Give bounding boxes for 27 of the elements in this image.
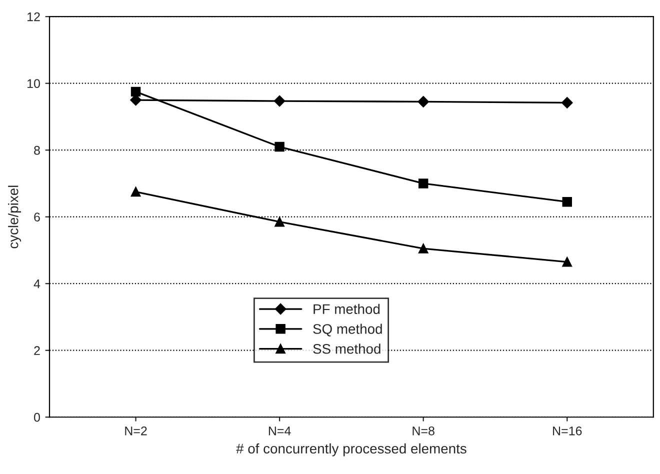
y-tick-label: 10 [28, 79, 40, 88]
point [418, 96, 429, 108]
point [130, 86, 141, 97]
point [274, 95, 286, 107]
legend-label: SS method [313, 344, 380, 354]
y-tick-label: 12 [28, 12, 40, 22]
point [274, 217, 284, 227]
legend-label: SQ method [313, 324, 382, 336]
x-axis-title: # of concurrently processed elements [236, 443, 466, 456]
point [130, 186, 141, 197]
x-tick-label: N=2 [125, 426, 147, 436]
y-tick-label: 8 [34, 146, 40, 155]
point [562, 196, 572, 207]
point [562, 97, 573, 108]
point [418, 244, 428, 254]
point [418, 178, 428, 188]
x-tick-label: N=4 [268, 426, 291, 436]
x-tick-label: N=16 [553, 426, 582, 436]
point [562, 257, 572, 267]
y-tick-label: 0 [34, 412, 40, 422]
legend-label: PF method [314, 304, 380, 314]
x-tick-label: N=8 [412, 426, 434, 436]
y-tick-label: 6 [34, 212, 40, 222]
point [274, 142, 284, 152]
y-axis-title: cycle/pixel [8, 186, 22, 248]
y-tick-label: 2 [34, 346, 40, 355]
y-tick-label: 4 [34, 280, 40, 288]
